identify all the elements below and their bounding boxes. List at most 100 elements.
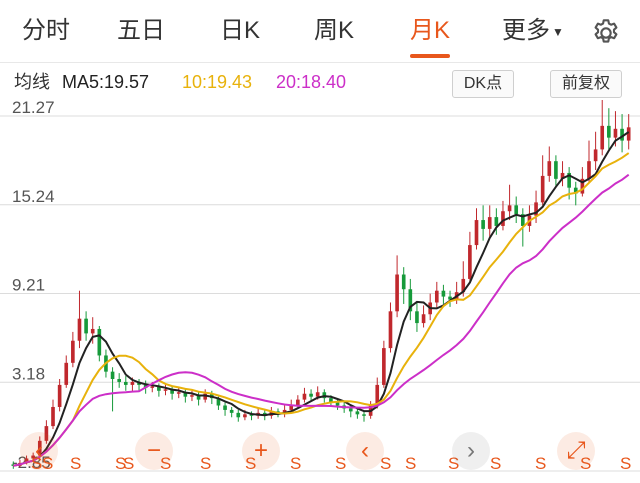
candle-body bbox=[296, 399, 300, 406]
candle-body bbox=[176, 392, 181, 394]
candle-body bbox=[229, 409, 234, 413]
candle-body bbox=[567, 172, 571, 188]
candle-body bbox=[593, 149, 598, 162]
candle-body bbox=[494, 217, 499, 226]
candle-body bbox=[448, 296, 452, 300]
candle-body bbox=[183, 392, 188, 397]
y-tick-label: 3.18 bbox=[12, 364, 45, 383]
candle-body bbox=[335, 402, 340, 406]
y-tick-label: 21.27 bbox=[12, 100, 55, 117]
candle-body bbox=[580, 178, 585, 194]
candle-body bbox=[362, 414, 366, 416]
tab-weekly-k[interactable]: 周K bbox=[313, 17, 354, 44]
sell-signal-label: S bbox=[580, 454, 592, 473]
candle-body bbox=[554, 161, 558, 179]
tab-minute[interactable]: 分时 bbox=[22, 17, 70, 44]
candle-body bbox=[123, 381, 128, 385]
candle-body bbox=[216, 398, 221, 406]
tab-five-day[interactable]: 五日 bbox=[117, 17, 165, 44]
ma20-line bbox=[13, 173, 630, 467]
candle-body bbox=[408, 289, 413, 312]
candle-body bbox=[348, 408, 353, 412]
prev-button[interactable]: ‹ bbox=[346, 432, 384, 470]
sell-signal-label: S bbox=[490, 454, 502, 473]
gear-icon[interactable] bbox=[590, 17, 622, 49]
tab-more[interactable]: 更多 ▼ bbox=[497, 14, 569, 48]
candle-body bbox=[607, 125, 611, 138]
candle-body bbox=[289, 405, 294, 410]
period-tabs: 分时 五日 日K 周K 月K 更多 ▼ bbox=[0, 0, 640, 62]
candle-body bbox=[401, 274, 406, 290]
candle-body bbox=[302, 393, 307, 400]
candle-body bbox=[329, 398, 333, 403]
dk-point-button[interactable]: DK点 bbox=[452, 70, 514, 98]
sell-signal-label: S bbox=[335, 454, 347, 473]
sell-signal-label: S bbox=[380, 454, 392, 473]
candle-body bbox=[84, 318, 88, 334]
sell-signal-label: S bbox=[405, 454, 417, 473]
candle-body bbox=[421, 314, 426, 324]
fullscreen-button[interactable]: ⤢ bbox=[557, 432, 595, 470]
candle-body bbox=[573, 187, 578, 194]
candle-body bbox=[355, 411, 360, 415]
candle-body bbox=[57, 384, 62, 407]
ma5-line bbox=[13, 131, 630, 467]
ma5-value: MA5:19.57 bbox=[62, 72, 150, 92]
sell-signal-label: S bbox=[290, 454, 302, 473]
candle-body bbox=[461, 278, 466, 293]
zoom-out-button[interactable]: − bbox=[135, 432, 173, 470]
candle-body bbox=[434, 290, 439, 303]
adjust-mode-button[interactable]: 前复权 bbox=[550, 70, 622, 98]
candle-body bbox=[130, 381, 135, 385]
candle-body bbox=[540, 175, 545, 203]
candle-body bbox=[31, 455, 35, 459]
y-tick-label: 9.21 bbox=[12, 276, 45, 295]
y-tick-label: 15.24 bbox=[12, 187, 55, 206]
candle-body bbox=[474, 220, 479, 246]
candle-body bbox=[620, 128, 624, 141]
next-button[interactable]: › bbox=[452, 432, 490, 470]
sell-signal-label: S bbox=[31, 454, 43, 473]
sell-signal-label: S bbox=[200, 454, 212, 473]
candle-body bbox=[520, 214, 525, 226]
sell-signal-label: S bbox=[245, 454, 257, 473]
candle-body bbox=[77, 318, 82, 341]
tab-monthly-k-label: 月K bbox=[409, 17, 450, 44]
ma10-line bbox=[13, 152, 630, 467]
tab-daily-k[interactable]: 日K bbox=[219, 17, 260, 44]
caret-down-icon: ▼ bbox=[552, 24, 564, 39]
candle-body bbox=[97, 328, 102, 356]
candle-body bbox=[163, 389, 168, 391]
candle-body bbox=[382, 348, 386, 385]
candle-body bbox=[375, 384, 380, 406]
candle-body bbox=[587, 161, 591, 179]
ma10-value: 10:19.43 bbox=[182, 72, 253, 92]
scroll-left-button[interactable]: ‹ bbox=[20, 432, 58, 470]
candle-body bbox=[243, 414, 247, 418]
sell-signal-label: S bbox=[535, 454, 547, 473]
ma20-value: 20:18.40 bbox=[276, 72, 347, 92]
candle-body bbox=[534, 202, 538, 216]
candle-body bbox=[388, 311, 393, 349]
candle-body bbox=[415, 311, 419, 324]
sell-signal-label: S bbox=[160, 454, 172, 473]
tab-more-label: 更多 bbox=[502, 17, 551, 44]
candlestick-chart[interactable]: 21.27 15.24 9.21 3.18 -2.85 bbox=[0, 100, 640, 483]
candle-body bbox=[170, 389, 174, 394]
candle-body bbox=[249, 414, 254, 416]
tab-monthly-k[interactable]: 月K bbox=[402, 14, 458, 58]
indicator-label: 均线 bbox=[14, 72, 50, 92]
sell-signal-label: S bbox=[123, 454, 135, 473]
zoom-in-button[interactable]: + bbox=[242, 432, 280, 470]
candle-body bbox=[150, 386, 155, 388]
candle-body bbox=[560, 172, 565, 179]
candle-body bbox=[51, 406, 55, 427]
candle-body bbox=[117, 379, 122, 382]
candle-body bbox=[24, 458, 29, 463]
candle-body bbox=[309, 393, 313, 397]
candle-body bbox=[110, 371, 115, 380]
candle-body bbox=[64, 362, 69, 385]
sell-signal-label: S bbox=[448, 454, 460, 473]
candle-body bbox=[501, 211, 505, 226]
candle-body bbox=[37, 440, 42, 456]
